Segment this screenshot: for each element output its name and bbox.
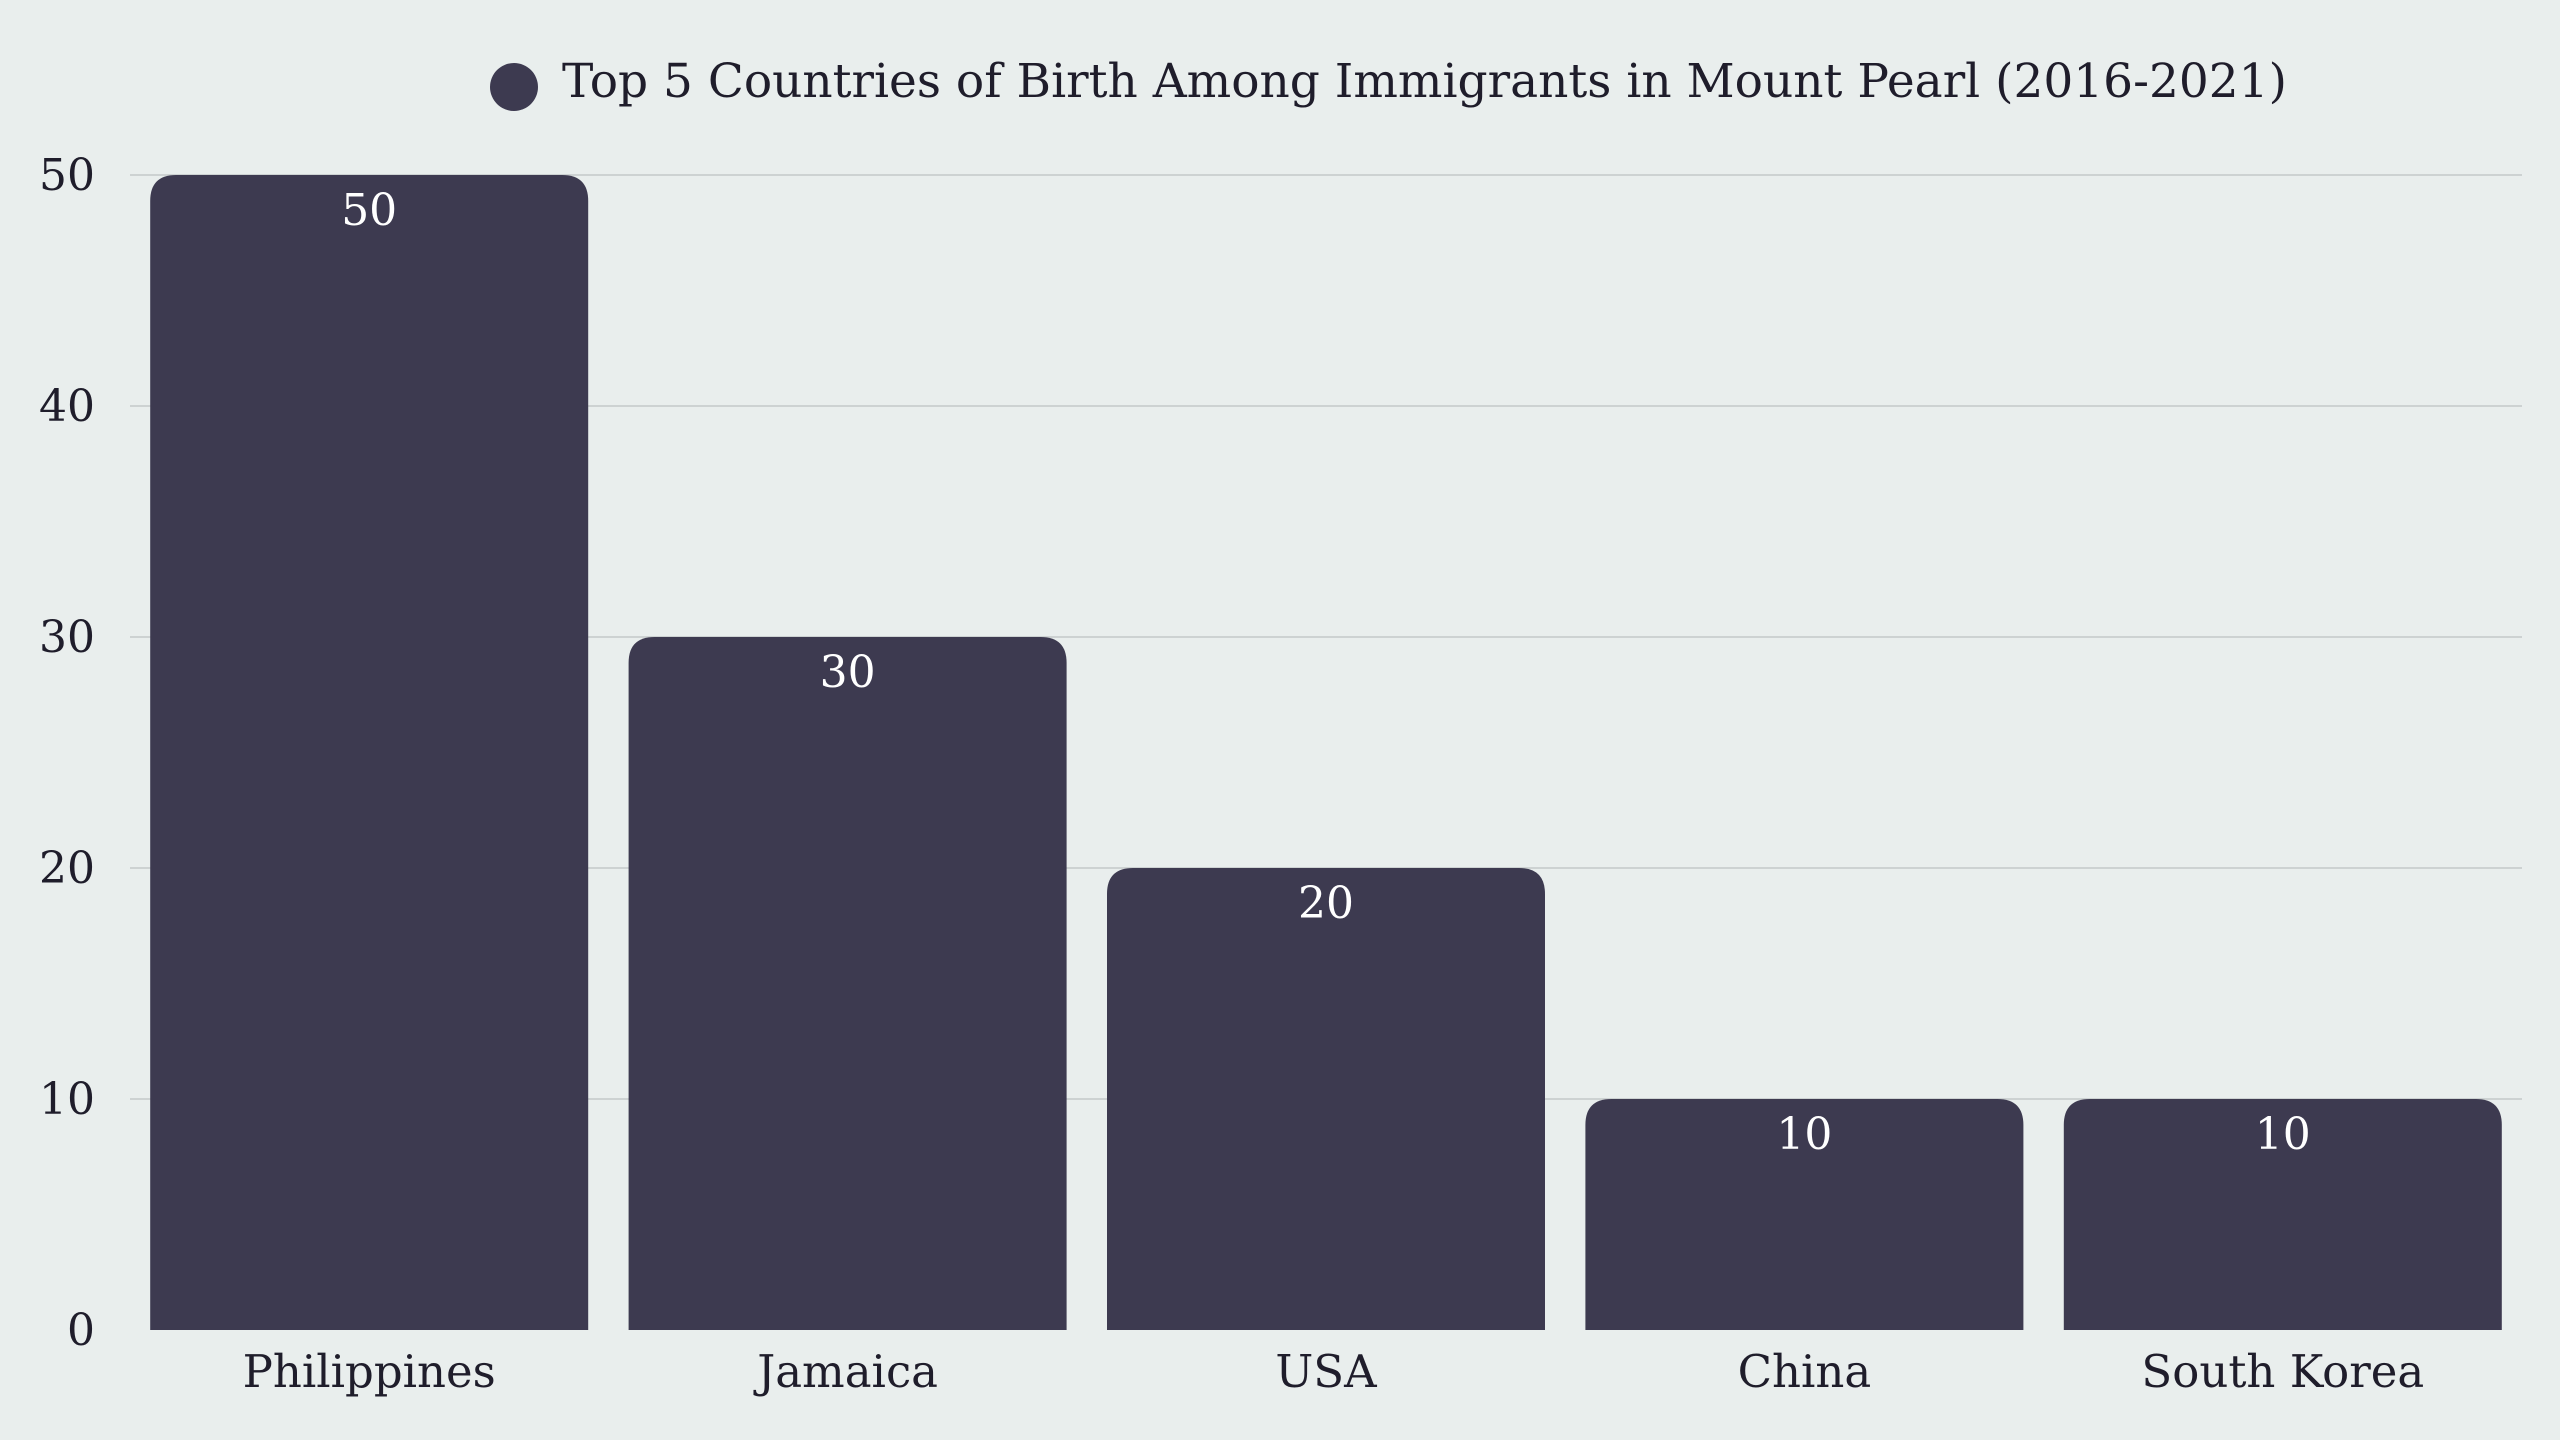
x-tick-label: Philippines (243, 1345, 496, 1398)
legend-label: Top 5 Countries of Birth Among Immigrant… (562, 54, 2287, 109)
bar-jamaica (628, 637, 1067, 1330)
data-label: 30 (820, 647, 876, 698)
data-label: 10 (1776, 1109, 1832, 1160)
y-tick-label: 40 (39, 381, 95, 432)
y-tick-label: 50 (39, 150, 95, 201)
x-tick-label: South Korea (2141, 1345, 2424, 1398)
x-tick-label: China (1738, 1345, 1872, 1398)
legend-swatch (490, 63, 538, 111)
data-label: 20 (1298, 878, 1354, 929)
y-axis: 0 10 20 30 40 50 (39, 150, 95, 1356)
y-tick-label: 20 (39, 843, 95, 894)
bar-philippines (150, 175, 589, 1330)
y-tick-label: 0 (67, 1305, 95, 1356)
y-tick-label: 30 (39, 612, 95, 663)
x-tick-label: USA (1275, 1345, 1377, 1398)
y-tick-label: 10 (39, 1074, 95, 1125)
legend: Top 5 Countries of Birth Among Immigrant… (490, 54, 2287, 111)
bar-south-korea (2063, 1099, 2502, 1330)
bar-china (1585, 1099, 2024, 1330)
data-label: 50 (341, 185, 397, 236)
bars: 50 30 20 10 10 (150, 175, 2502, 1330)
x-tick-label: Jamaica (753, 1345, 938, 1398)
data-label: 10 (2255, 1109, 2311, 1160)
bar-usa (1107, 868, 1545, 1330)
x-axis: Philippines Jamaica USA China South Korea (243, 1345, 2425, 1398)
